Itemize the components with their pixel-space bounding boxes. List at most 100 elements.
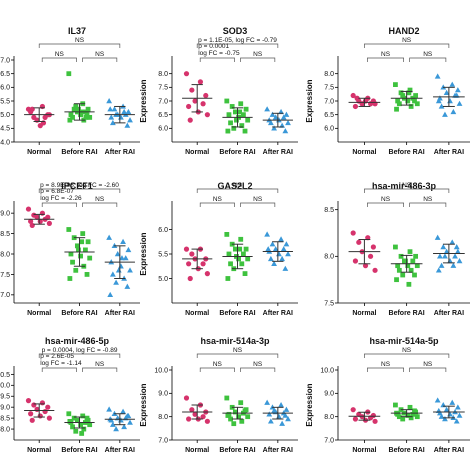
data-point [395,98,401,104]
data-point [438,262,445,268]
data-point [73,104,79,109]
data-point [78,422,83,428]
data-point [80,231,86,236]
data-point [127,419,133,425]
data-point [410,411,416,417]
data-point [87,422,93,428]
data-point [109,421,116,427]
y-tick-label: 9.0 [0,211,10,218]
data-point [200,101,206,107]
chart-panel: IPCEF1 7.0 7.5 8.0 8.5 9.0 Normal Before RAI Aft… [0,181,140,317]
chart-title: IPCEF1 [61,181,93,191]
data-point [453,418,460,424]
data-point [125,246,132,253]
data-point [394,106,399,112]
data-point [34,214,40,220]
significance-label: NS [402,37,412,44]
data-point [434,397,441,403]
significance-label: log FC = -2.26 [40,195,82,202]
data-point [435,267,442,273]
y-tick-label: 10.0 [154,367,168,374]
data-point [395,263,401,269]
data-point [187,117,193,123]
data-point [125,108,132,115]
data-point [232,409,238,415]
data-point [352,258,359,264]
x-tick-label: Before RAI [219,310,255,317]
data-point [29,222,35,229]
x-tick-label: After RAI [263,447,293,454]
significance-bracket [367,367,404,372]
data-point [452,253,458,259]
data-point [264,231,271,237]
data-point [120,238,126,244]
data-point [225,276,231,281]
data-point [440,244,447,250]
data-point [239,418,245,424]
data-point [400,272,406,278]
y-tick-label: 10.0 [0,383,10,390]
y-tick-label: 8.0 [158,414,168,421]
data-point [200,414,206,420]
data-point [109,271,116,277]
significance-bracket [199,202,235,207]
data-point [396,267,402,273]
data-point [393,402,398,408]
y-axis-label: Expression [139,79,148,122]
data-point [120,408,126,414]
y-tick-label: 4.5 [0,126,10,133]
chart-title: hsa-mir-486-3p [372,181,437,191]
data-point [442,253,448,259]
data-point [279,420,286,426]
data-point [79,239,85,245]
data-point [269,241,276,247]
data-point [393,82,398,87]
y-tick-label: 6.5 [158,112,168,119]
data-point [264,399,271,405]
data-point [70,115,75,120]
data-point [108,114,115,120]
data-point [121,423,128,430]
data-point [229,104,235,109]
data-point [396,414,402,420]
data-point [68,112,74,118]
x-tick-label: Normal [27,149,51,156]
data-point [449,399,456,405]
data-point [113,426,119,432]
data-point [107,291,114,298]
data-point [107,106,114,112]
data-point [71,415,77,421]
data-point [442,416,448,422]
y-tick-label: 10.5 [0,372,10,379]
data-point [279,255,286,262]
significance-bracket [240,367,276,372]
data-point [447,98,453,104]
significance-bracket [409,202,447,207]
data-point [450,108,457,115]
data-point [414,101,420,107]
data-point [37,413,43,419]
data-point [271,125,277,131]
significance-bracket [199,57,235,62]
data-point [443,89,450,95]
data-point [450,262,457,268]
data-point [203,92,209,99]
data-point [283,406,290,412]
data-point [192,98,198,104]
x-tick-label: After RAI [105,149,135,156]
data-point [189,251,195,257]
significance-bracket [364,188,450,193]
data-point [407,87,413,93]
y-tick-label: 5.5 [0,98,10,105]
data-point [372,267,378,273]
data-point [442,111,448,117]
data-point [398,253,404,259]
data-point [78,112,83,118]
data-point [45,404,51,410]
chart-panel: IL37 4.0 4.5 5.0 5.5 6.0 6.5 7.0 Normal Before RA… [0,26,140,156]
data-point [76,106,81,112]
data-point [434,234,441,240]
y-tick-label: 7.0 [158,437,168,444]
x-tick-label: Before RAI [389,310,425,317]
data-point [271,407,277,414]
